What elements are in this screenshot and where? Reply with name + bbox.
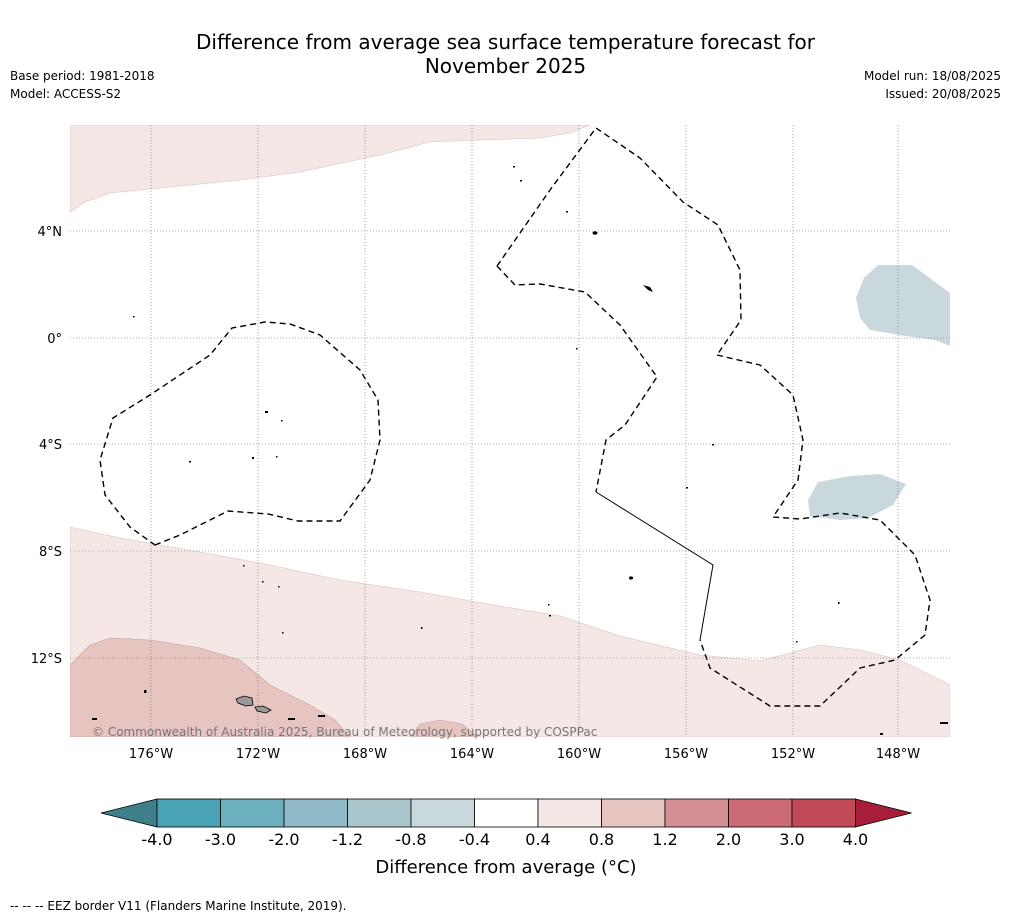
map-area — [70, 125, 950, 737]
moderate-warm-anomaly-small — [409, 719, 479, 737]
colorbar-segment — [347, 798, 412, 828]
eez-footnote: -- -- -- EEZ border V11 (Flanders Marine… — [10, 899, 347, 913]
colorbar-tick-label: -2.0 — [268, 830, 299, 849]
eez-borders — [99, 127, 931, 707]
colorbar-tick-label: 0.4 — [525, 830, 550, 849]
cool-anomaly-east — [856, 265, 950, 346]
meta-left: Base period: 1981-2018 Model: ACCESS-S2 — [10, 67, 155, 103]
latitude-labels: 4°N 0° 4°S 8°S 12°S — [31, 225, 62, 667]
warm-anomaly-south — [70, 526, 950, 737]
eez-tokelau — [99, 321, 381, 546]
colorbar: -4.0 -3.0 -2.0 -1.2 -0.8 -0.4 0.4 0.8 1.2 2.0 3.0 4… — [100, 798, 912, 849]
lon-label: 172°W — [236, 747, 280, 762]
colorbar-tick-label: 2.0 — [716, 830, 741, 849]
colorbar-segment — [791, 798, 856, 828]
lat-label: 4°S — [39, 438, 62, 453]
colorbar-tick-label: 0.8 — [589, 830, 614, 849]
colorbar-label: Difference from average (°C) — [375, 857, 636, 878]
colorbar-tick-label: -3.0 — [205, 830, 236, 849]
eez-kiribati-line — [496, 127, 742, 356]
lon-label: 168°W — [343, 747, 387, 762]
eez-french-polynesia — [699, 354, 931, 707]
lat-label: 12°S — [31, 652, 62, 667]
issued-date: Issued: 20/08/2025 — [885, 87, 1001, 101]
model-run: Model run: 18/08/2025 — [863, 69, 1001, 83]
colorbar-segment — [601, 798, 666, 828]
lat-label: 4°N — [38, 225, 63, 240]
colorbar-tick-label: -1.2 — [332, 830, 363, 849]
colorbar-segment — [537, 798, 602, 828]
map-title: Difference from average sea surface temp… — [0, 30, 1011, 78]
title-line-2: November 2025 — [424, 54, 587, 78]
warm-anomaly-north — [70, 125, 591, 213]
base-period: Base period: 1981-2018 — [10, 69, 155, 83]
graticule — [70, 125, 950, 737]
cool-anomaly-southeast — [808, 474, 906, 520]
lat-label: 0° — [47, 332, 62, 347]
moderate-warm-anomaly — [70, 637, 351, 737]
lon-label: 176°W — [129, 747, 173, 762]
colorbar-segment — [156, 798, 221, 828]
colorbar-segment — [474, 798, 539, 828]
meta-right: Model run: 18/08/2025 Issued: 20/08/2025 — [864, 67, 1001, 103]
colorbar-tick-label: 3.0 — [779, 830, 804, 849]
colorbar-tick-label: 1.2 — [652, 830, 677, 849]
lon-label: 164°W — [450, 747, 494, 762]
islands — [92, 166, 948, 735]
colorbar-segment — [283, 798, 348, 828]
colorbar-tick-label: -0.8 — [395, 830, 426, 849]
colorbar-tick-label: 4.0 — [843, 830, 868, 849]
lon-label: 148°W — [876, 747, 920, 762]
colorbar-extend-low — [100, 798, 158, 828]
colorbar-extend-high — [855, 798, 912, 828]
lon-label: 156°W — [664, 747, 708, 762]
samoa-islands — [235, 695, 272, 714]
colorbar-segment — [728, 798, 793, 828]
lon-label: 160°W — [557, 747, 601, 762]
model-name: Model: ACCESS-S2 — [10, 87, 122, 101]
lon-label: 152°W — [771, 747, 815, 762]
eez-kiribati-west — [496, 265, 658, 493]
colorbar-segment — [220, 798, 285, 828]
colorbar-segment — [664, 798, 729, 828]
lat-label: 8°S — [39, 545, 62, 560]
colorbar-tick-label: -0.4 — [459, 830, 490, 849]
colorbar-segment — [410, 798, 475, 828]
title-line-1: Difference from average sea surface temp… — [195, 30, 815, 54]
longitude-labels: 176°W 172°W 168°W 164°W 160°W 156°W 152°… — [129, 747, 920, 762]
colorbar-tick-label: -4.0 — [141, 830, 172, 849]
eez-cook-solid — [595, 491, 714, 641]
copyright-text: © Commonwealth of Australia 2025, Bureau… — [92, 725, 597, 739]
